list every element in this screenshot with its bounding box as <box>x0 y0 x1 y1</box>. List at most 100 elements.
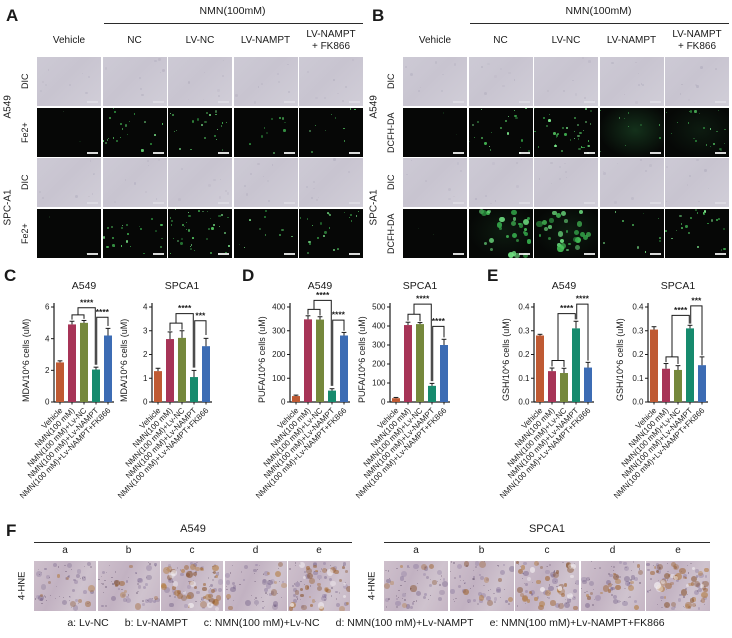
micrograph <box>233 208 298 258</box>
speckle <box>71 589 75 593</box>
speckle <box>306 572 314 580</box>
y-tick-label: 0.2 <box>632 350 644 359</box>
speckle <box>318 578 320 580</box>
scale-bar <box>453 252 464 255</box>
speckle <box>317 582 321 587</box>
speckle <box>680 589 688 596</box>
speckle <box>577 138 579 140</box>
speckle <box>171 570 177 576</box>
speckle <box>81 575 87 581</box>
speckle <box>639 124 642 127</box>
speckle <box>424 567 426 569</box>
speckle <box>700 583 705 588</box>
ihc-micrograph <box>646 561 710 611</box>
scale-bar <box>218 202 229 204</box>
micrograph <box>403 208 467 258</box>
f-column-letter: e <box>316 545 322 556</box>
speckle <box>211 589 215 593</box>
speckle <box>262 600 265 603</box>
speckle <box>300 599 302 601</box>
speckle <box>508 115 510 117</box>
micrograph <box>37 57 101 106</box>
speckle <box>41 571 42 573</box>
speckle <box>300 581 302 583</box>
speckle <box>170 570 172 573</box>
speckle <box>537 596 540 599</box>
speckle <box>602 171 604 173</box>
speckle <box>55 598 56 599</box>
y-tick-label: 0.1 <box>632 374 644 383</box>
speckle <box>324 596 327 599</box>
speckle <box>305 568 312 575</box>
micrograph <box>37 208 101 258</box>
speckle <box>628 585 635 592</box>
speckle <box>281 582 287 589</box>
speckle <box>44 596 47 598</box>
speckle <box>624 587 626 589</box>
speckle <box>154 565 157 567</box>
speckle <box>677 598 682 602</box>
speckle <box>192 237 194 240</box>
speckle <box>675 578 680 583</box>
y-tick-label: 400 <box>272 303 286 312</box>
speckle <box>209 597 216 604</box>
micrograph <box>168 208 232 258</box>
speckle <box>454 577 456 579</box>
speckle <box>589 123 592 125</box>
significance-bracket <box>332 319 345 386</box>
panel-f-ihc: A549 4-HNE a b c d e SPCA1 4-HNE a b c d e a: Lv-NC b: … <box>0 515 732 638</box>
speckle <box>202 210 204 213</box>
bar <box>698 365 706 402</box>
speckle <box>691 602 697 608</box>
speckle <box>585 120 588 123</box>
speckle <box>263 571 269 577</box>
speckle <box>536 580 541 585</box>
speckle <box>582 57 584 59</box>
speckle <box>68 596 70 598</box>
f-group-title: A549 <box>180 523 206 535</box>
speckle <box>266 132 269 135</box>
speckle <box>87 585 95 592</box>
speckle <box>693 589 699 596</box>
speckle <box>200 565 205 570</box>
speckle <box>572 79 574 82</box>
speckle <box>345 586 350 593</box>
speckle <box>415 600 417 602</box>
speckle <box>688 175 691 178</box>
speckle <box>35 598 37 600</box>
speckle <box>649 589 651 592</box>
speckle <box>332 248 335 251</box>
significance-bracket <box>96 316 109 365</box>
speckle <box>352 58 355 62</box>
speckle <box>92 173 95 176</box>
speckle <box>200 568 203 571</box>
speckle <box>631 224 634 227</box>
micrograph <box>468 158 533 207</box>
speckle <box>272 601 279 607</box>
speckle <box>307 71 310 74</box>
speckle <box>167 564 171 568</box>
speckle <box>204 136 206 139</box>
speckle <box>217 588 223 593</box>
speckle <box>86 561 91 566</box>
speckle <box>453 195 456 198</box>
speckle <box>665 200 668 203</box>
speckle <box>213 587 218 592</box>
speckle <box>399 576 405 581</box>
speckle <box>277 592 278 594</box>
speckle <box>716 219 719 222</box>
speckle <box>674 565 678 569</box>
speckle <box>334 117 337 119</box>
speckle <box>573 137 576 140</box>
speckle <box>656 562 660 566</box>
speckle <box>108 117 111 120</box>
speckle <box>695 208 698 211</box>
speckle <box>183 590 185 593</box>
speckle <box>520 565 525 570</box>
speckle <box>187 591 195 599</box>
speckle <box>257 569 258 571</box>
speckle <box>68 84 71 87</box>
speckle <box>192 120 195 123</box>
speckle <box>111 236 114 239</box>
speckle <box>565 229 569 233</box>
